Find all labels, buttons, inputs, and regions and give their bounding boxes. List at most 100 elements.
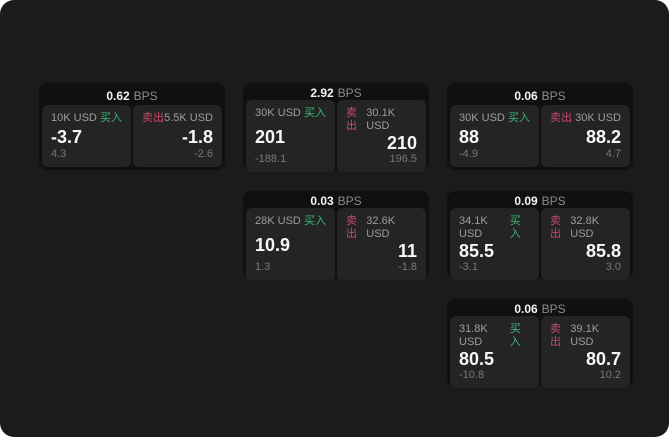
buy-panel[interactable]: 30K USD 买入 88 -4.9 (450, 105, 539, 167)
sell-price: 210 (386, 133, 417, 153)
bps-unit-label: BPS (541, 194, 566, 208)
bps-unit-label: BPS (541, 302, 566, 316)
sell-delta: 196.5 (389, 153, 417, 165)
sell-price: 88.2 (585, 126, 621, 147)
buy-label-row: 31.8K USD 买入 (459, 323, 530, 349)
sell-amount-label: 5.5K USD (164, 112, 213, 124)
quote-card: 0.06 BPS 31.8K USD 买入 80.5 -10.8 卖出 39.1… (447, 299, 633, 388)
bps-header: 0.62 BPS (42, 86, 222, 105)
bps-header: 0.03 BPS (246, 194, 426, 208)
bps-value: 0.06 (514, 88, 538, 103)
quote-card: 0.06 BPS 30K USD 买入 88 -4.9 卖出 30K USD 8… (447, 83, 633, 170)
sell-tag: 卖出 (346, 107, 357, 132)
sell-label-row: 卖出 30.1K USD (346, 107, 417, 133)
sell-panel[interactable]: 卖出 5.5K USD -1.8 -2.6 (133, 105, 222, 167)
buy-delta: -4.9 (459, 148, 478, 160)
sell-delta: -1.8 (398, 261, 417, 273)
sell-amount-label: 30K USD (575, 112, 621, 124)
sell-delta: 3.0 (605, 261, 621, 273)
sell-amount-label: 30.1K USD (366, 107, 396, 132)
buy-panel[interactable]: 30K USD 买入 201 -188.1 (246, 100, 335, 172)
quote-card-body: 34.1K USD 买入 85.5 -3.1 卖出 32.8K USD 85.8… (450, 208, 630, 280)
buy-price: 80.5 (459, 349, 495, 369)
sell-tag: 卖出 (550, 215, 561, 240)
bps-header: 2.92 BPS (246, 86, 426, 100)
sell-panel[interactable]: 卖出 32.6K USD 11 -1.8 (337, 208, 426, 280)
bps-value: 0.03 (310, 194, 334, 208)
buy-tag: 买入 (509, 215, 521, 240)
bps-value: 0.09 (514, 194, 538, 208)
buy-tag: 买入 (100, 112, 122, 124)
quote-card-body: 28K USD 买入 10.9 1.3 卖出 32.6K USD 11 -1.8 (246, 208, 426, 280)
buy-price: 88 (459, 126, 480, 147)
buy-panel[interactable]: 10K USD 买入 -3.7 4.3 (42, 105, 131, 167)
sell-label-row: 卖出 32.6K USD (346, 215, 417, 241)
buy-amount-label: 30K USD (255, 107, 301, 119)
buy-delta: -10.8 (459, 369, 485, 381)
bps-unit-label: BPS (337, 86, 362, 100)
quote-card: 2.92 BPS 30K USD 买入 201 -188.1 卖出 30.1K … (243, 83, 429, 172)
quote-card-body: 30K USD 买入 201 -188.1 卖出 30.1K USD 210 1… (246, 100, 426, 172)
buy-delta: 4.3 (51, 148, 67, 160)
sell-label-row: 卖出 30K USD (550, 112, 621, 125)
quote-card: 0.62 BPS 10K USD 买入 -3.7 4.3 卖出 5.5K USD… (39, 83, 225, 170)
sell-price: 85.8 (585, 241, 621, 261)
sell-label-row: 卖出 5.5K USD (142, 112, 213, 125)
buy-panel[interactable]: 31.8K USD 买入 80.5 -10.8 (450, 316, 539, 388)
sell-amount-label: 32.6K USD (366, 215, 396, 240)
bps-header: 0.06 BPS (450, 302, 630, 316)
sell-panel[interactable]: 卖出 39.1K USD 80.7 10.2 (541, 316, 630, 388)
bps-header: 0.06 BPS (450, 86, 630, 105)
buy-label-row: 10K USD 买入 (51, 112, 122, 125)
bps-unit-label: BPS (337, 194, 362, 208)
sell-panel[interactable]: 卖出 32.8K USD 85.8 3.0 (541, 208, 630, 280)
buy-amount-label: 10K USD (51, 112, 97, 124)
sell-panel[interactable]: 卖出 30K USD 88.2 4.7 (541, 105, 630, 167)
buy-label-row: 30K USD 买入 (459, 112, 530, 125)
quote-grid: 0.62 BPS 10K USD 买入 -3.7 4.3 卖出 5.5K USD… (39, 83, 633, 388)
sell-price: 11 (397, 241, 417, 261)
sell-label-row: 卖出 32.8K USD (550, 215, 621, 241)
quote-card: 0.09 BPS 34.1K USD 买入 85.5 -3.1 卖出 32.8K… (447, 191, 633, 280)
quote-card-body: 31.8K USD 买入 80.5 -10.8 卖出 39.1K USD 80.… (450, 316, 630, 388)
buy-amount-label: 30K USD (459, 112, 505, 124)
sell-tag: 卖出 (550, 323, 561, 348)
bps-value: 0.06 (514, 302, 538, 316)
buy-label-row: 34.1K USD 买入 (459, 215, 530, 241)
buy-tag: 买入 (304, 215, 326, 227)
buy-tag: 买入 (509, 323, 521, 348)
buy-tag: 买入 (304, 107, 326, 119)
buy-panel[interactable]: 28K USD 买入 10.9 1.3 (246, 208, 335, 280)
quote-card: 0.03 BPS 28K USD 买入 10.9 1.3 卖出 32.6K US… (243, 191, 429, 280)
quote-card-body: 10K USD 买入 -3.7 4.3 卖出 5.5K USD -1.8 -2.… (42, 105, 222, 167)
quote-card-body: 30K USD 买入 88 -4.9 卖出 30K USD 88.2 4.7 (450, 105, 630, 167)
buy-price: 85.5 (459, 241, 495, 261)
buy-amount-label: 34.1K USD (459, 215, 488, 240)
buy-delta: -3.1 (459, 261, 478, 273)
bps-value: 0.62 (106, 88, 130, 103)
sell-tag: 卖出 (346, 215, 357, 240)
bps-unit-label: BPS (133, 88, 158, 103)
buy-delta: -188.1 (255, 153, 287, 165)
bps-header: 0.09 BPS (450, 194, 630, 208)
buy-label-row: 30K USD 买入 (255, 107, 326, 120)
bps-unit-label: BPS (541, 88, 566, 103)
buy-panel[interactable]: 34.1K USD 买入 85.5 -3.1 (450, 208, 539, 280)
sell-price: -1.8 (181, 126, 213, 147)
sell-delta: 4.7 (605, 148, 621, 160)
buy-delta: 1.3 (255, 261, 271, 273)
buy-tag: 买入 (508, 112, 530, 124)
buy-label-row: 28K USD 买入 (255, 215, 326, 228)
buy-price: 201 (255, 126, 286, 147)
buy-amount-label: 31.8K USD (459, 323, 488, 348)
sell-price: 80.7 (585, 349, 621, 369)
sell-panel[interactable]: 卖出 30.1K USD 210 196.5 (337, 100, 426, 172)
sell-tag: 卖出 (142, 112, 164, 124)
buy-amount-label: 28K USD (255, 215, 301, 227)
buy-price: 10.9 (255, 234, 291, 255)
sell-amount-label: 39.1K USD (570, 323, 600, 348)
sell-tag: 卖出 (550, 112, 572, 124)
bps-value: 2.92 (310, 86, 334, 100)
buy-price: -3.7 (51, 126, 83, 147)
